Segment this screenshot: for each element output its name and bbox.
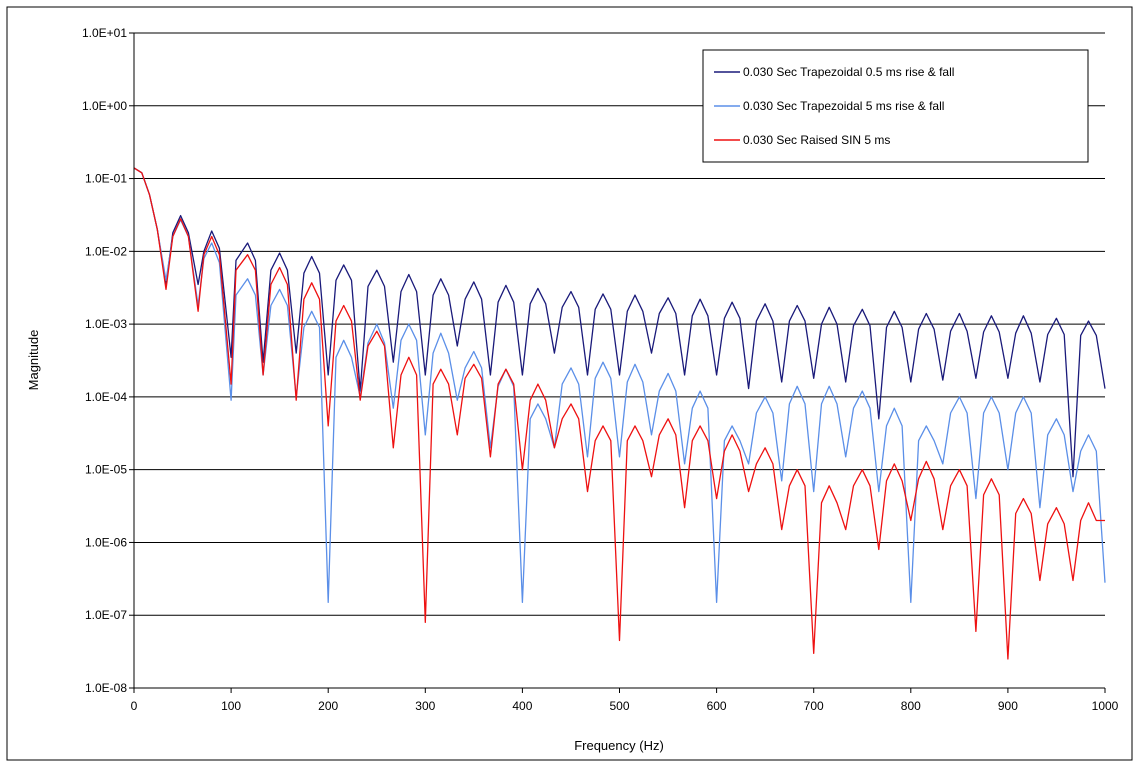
y-tick-label: 1.0E-06 (85, 535, 127, 549)
y-tick-label: 1.0E-05 (85, 463, 127, 477)
legend: 0.030 Sec Trapezoidal 0.5 ms rise & fall… (702, 49, 1089, 163)
series-lines (133, 167, 1106, 660)
x-tick-label: 800 (901, 699, 921, 713)
y-tick-label: 1.0E+00 (82, 99, 127, 113)
x-tick-label: 400 (512, 699, 532, 713)
y-tick-label: 1.0E-07 (85, 608, 127, 622)
legend-label-1: 0.030 Sec Trapezoidal 0.5 ms rise & fall (743, 65, 954, 79)
y-tick-label: 1.0E-04 (85, 390, 127, 404)
x-tick-label: 100 (221, 699, 241, 713)
y-axis-title: Magnitude (26, 330, 41, 391)
series-line-1 (133, 167, 1106, 478)
x-tick-label: 500 (609, 699, 629, 713)
gridlines (134, 32, 1105, 616)
y-tick-label: 1.0E-08 (85, 681, 127, 695)
x-tick-label: 700 (804, 699, 824, 713)
legend-label-3: 0.030 Sec Raised SIN 5 ms (743, 133, 890, 147)
x-tick-label: 1000 (1092, 699, 1119, 713)
x-axis-title: Frequency (Hz) (574, 738, 664, 753)
x-tick-label: 300 (415, 699, 435, 713)
x-tick-label: 600 (707, 699, 727, 713)
tick-labels: 1.0E-08 1.0E-07 1.0E-06 1.0E-05 1.0E-04 1.0E-… (82, 26, 1119, 713)
x-tick-label: 0 (131, 699, 138, 713)
y-tick-label: 1.0E+01 (82, 26, 127, 40)
legend-label-2: 0.030 Sec Trapezoidal 5 ms rise & fall (743, 99, 944, 113)
series-line-3 (133, 167, 1105, 660)
x-tick-label: 200 (318, 699, 338, 713)
legend-box (702, 49, 1089, 163)
y-tick-label: 1.0E-02 (85, 244, 127, 258)
y-tick-label: 1.0E-01 (85, 172, 127, 186)
x-tick-label: 900 (998, 699, 1018, 713)
y-tick-label: 1.0E-03 (85, 317, 127, 331)
